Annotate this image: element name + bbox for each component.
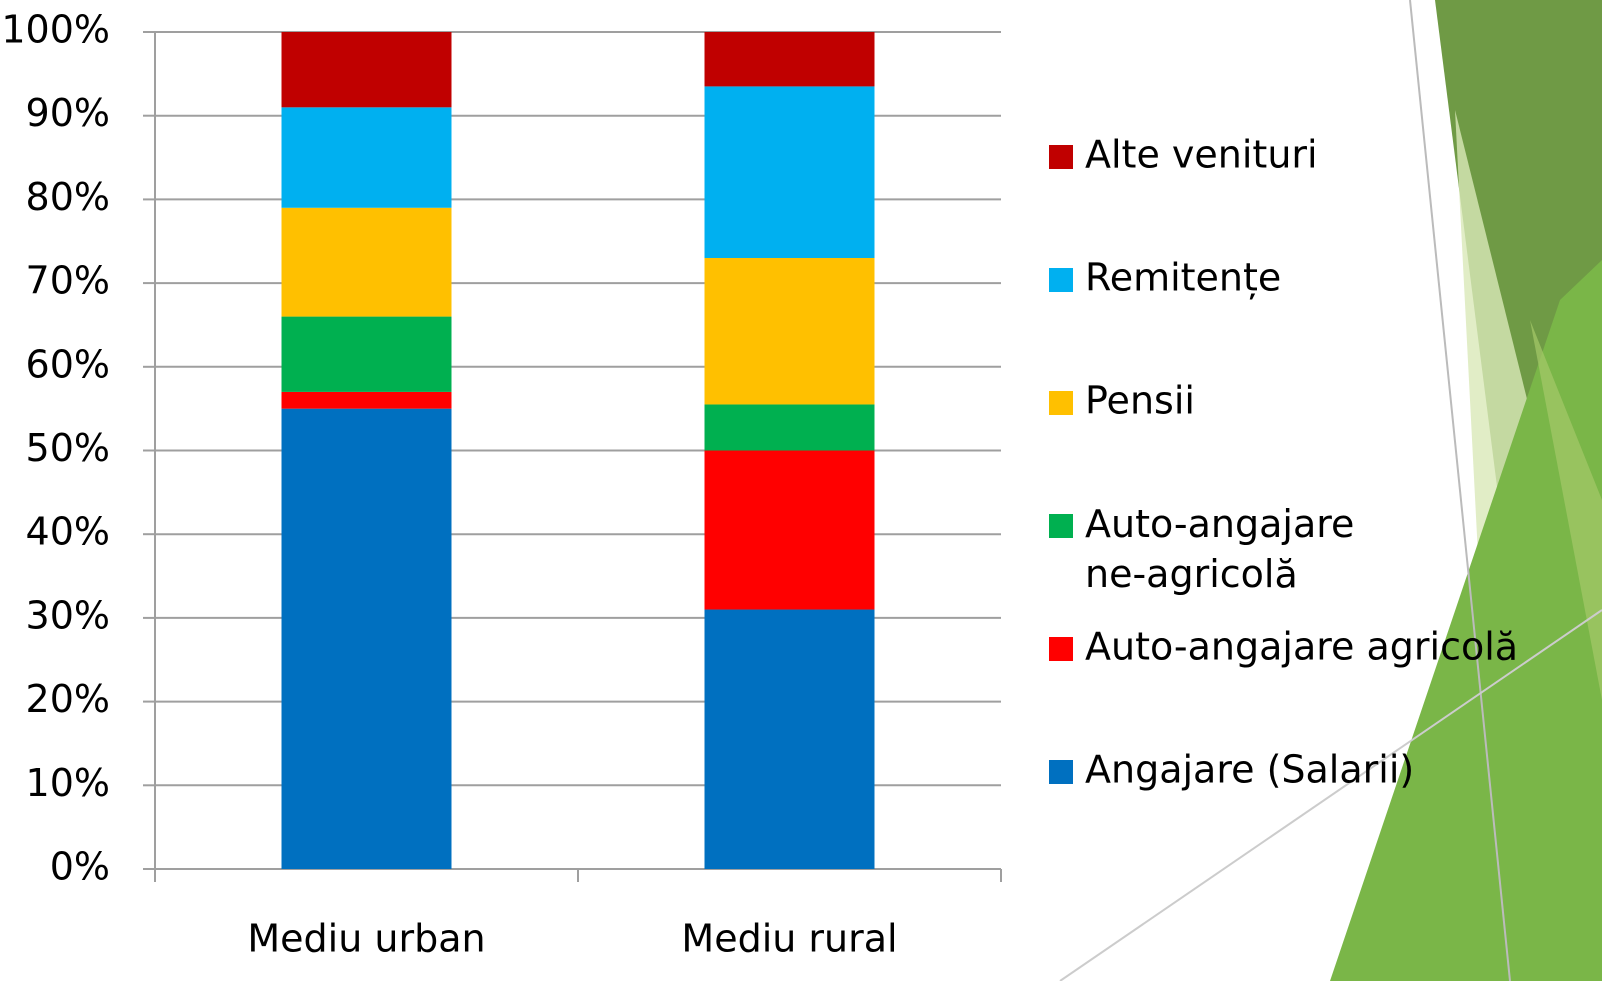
y-tick-label: 80% [26,175,110,219]
bar-segment [705,32,875,86]
x-tick-label: Mediu urban [247,917,485,961]
legend-swatch [1049,391,1073,415]
bar-segment [282,107,452,207]
legend-swatch [1049,268,1073,292]
bar-segment [705,451,875,610]
legend-label: Pensii [1085,379,1195,423]
decor-shape [1330,260,1602,981]
bar-segment [705,404,875,450]
page: {"chart_data": {"type": "stacked-bar", "… [0,0,1602,981]
legend-label: Alte venituri [1085,133,1318,177]
y-tick-label: 10% [26,761,110,805]
bar-segment [282,208,452,317]
bar-segment [282,317,452,392]
bar-segment [282,409,452,869]
legend-swatch [1049,637,1073,661]
legend-swatch [1049,145,1073,169]
y-tick-label: 100% [1,8,110,52]
y-tick-label: 0% [50,845,110,889]
y-tick-label: 70% [26,259,110,303]
y-tick-label: 50% [26,426,110,470]
legend-swatch [1049,760,1073,784]
x-tick-label: Mediu rural [681,917,897,961]
chart: 0% 10% 20% 30% 40% 50% 60% 70% 80% 90% 100% Mediu u… [0,0,1602,981]
legend-swatch [1049,514,1073,538]
bar-segment [282,32,452,107]
bar-segment [705,258,875,404]
bar-segment [282,392,452,409]
bar-segment [705,86,875,258]
y-tick-label: 90% [26,91,110,135]
legend-label: Angajare (Salarii) [1085,748,1414,792]
legend-label: Remitențe [1085,256,1281,300]
y-tick-label: 40% [26,510,110,554]
y-tick-label: 60% [26,342,110,386]
legend-label: Auto-angajare agricolă [1085,625,1518,669]
y-tick-label: 30% [26,593,110,637]
bar-segment [705,610,875,869]
y-tick-label: 20% [26,677,110,721]
